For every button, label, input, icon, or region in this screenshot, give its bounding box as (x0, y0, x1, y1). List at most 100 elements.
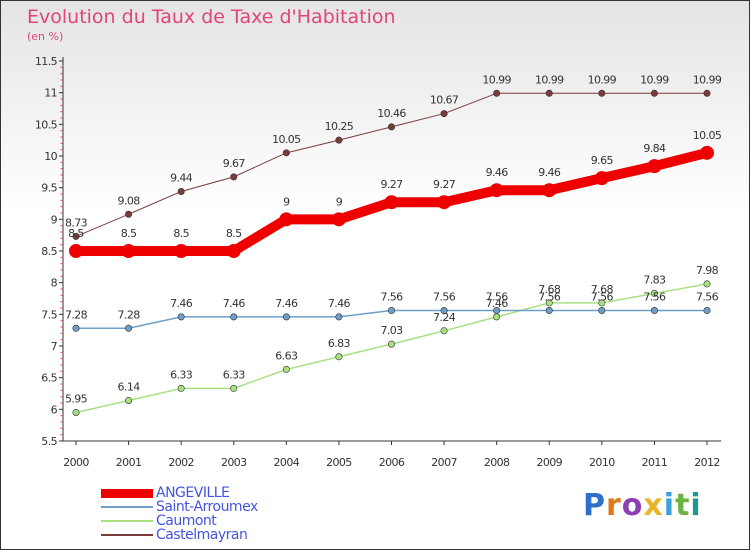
data-point (650, 289, 658, 297)
data-point (125, 210, 133, 218)
data-label: 7.24 (433, 311, 456, 324)
brand-letter: t (675, 488, 691, 523)
data-point (647, 159, 662, 174)
data-point (335, 136, 343, 144)
data-point (335, 313, 343, 321)
y-tick-label: 7 (51, 340, 58, 353)
data-point (177, 187, 185, 195)
legend-item: Caumont (101, 514, 258, 528)
x-tick-label: 2012 (694, 456, 720, 469)
legend-label: Saint-Arroumex (156, 499, 258, 515)
y-tick-label: 6 (51, 403, 58, 416)
legend: ANGEVILLE Saint-Arroumex Caumont Castelmayr… (101, 486, 258, 542)
brand-letter: o (621, 488, 644, 523)
data-label: 7.56 (538, 291, 561, 304)
data-label: 7.98 (696, 264, 719, 277)
x-tick-label: 2002 (168, 456, 194, 469)
data-point (331, 212, 346, 227)
data-label: 10.05 (693, 129, 722, 142)
x-tick-label: 2005 (326, 456, 352, 469)
data-point (230, 313, 238, 321)
data-label: 10.67 (430, 94, 459, 107)
data-label: 10.99 (640, 73, 669, 86)
x-tick-label: 2007 (431, 456, 457, 469)
x-tick-label: 2011 (642, 456, 668, 469)
y-tick-label: 9.5 (41, 182, 57, 195)
data-label: 9.46 (486, 166, 509, 179)
data-label: 7.56 (486, 291, 509, 304)
data-point (282, 365, 290, 373)
data-label: 6.83 (328, 337, 351, 350)
data-label: 8.5 (173, 227, 189, 240)
data-point (177, 384, 185, 392)
data-label: 7.56 (433, 291, 456, 304)
x-tick-label: 2004 (274, 456, 300, 469)
y-tick-label: 5.5 (41, 435, 57, 448)
data-point (282, 149, 290, 157)
data-label: 7.56 (380, 291, 403, 304)
data-point (703, 307, 711, 315)
data-point (72, 232, 80, 240)
data-point (545, 89, 553, 97)
data-label: 8.5 (68, 227, 84, 240)
data-label: 7.56 (643, 291, 666, 304)
data-point (700, 145, 714, 160)
legend-label: ANGEVILLE (156, 485, 230, 501)
data-point (72, 408, 80, 416)
data-label: 7.68 (591, 283, 614, 296)
data-point (384, 195, 399, 210)
brand-logo: Proxiti (583, 488, 702, 523)
data-label: 9.46 (538, 166, 561, 179)
data-point (125, 324, 133, 332)
data-label: 10.99 (693, 73, 722, 86)
legend-swatch (101, 488, 153, 498)
data-point (703, 280, 711, 288)
data-point (282, 313, 290, 321)
y-tick-label: 7.5 (41, 308, 57, 321)
x-tick-label: 2006 (379, 456, 405, 469)
data-point (594, 171, 609, 186)
x-tick-label: 2008 (484, 456, 510, 469)
y-tick-label: 8.5 (41, 245, 57, 258)
data-label: 6.33 (170, 368, 193, 381)
legend-label: Caumont (156, 513, 217, 529)
data-point (230, 384, 238, 392)
legend-swatch (101, 534, 153, 536)
data-label: 5.95 (65, 393, 88, 406)
data-point (125, 396, 133, 404)
data-point (387, 340, 395, 348)
data-label: 10.05 (272, 133, 301, 146)
chart-subtitle: (en %) (27, 30, 64, 43)
data-point (493, 313, 501, 321)
data-label: 9.27 (433, 178, 456, 191)
data-label: 7.46 (486, 297, 509, 310)
data-label: 7.56 (696, 291, 719, 304)
brand-letter: i (690, 488, 702, 523)
y-tick-label: 11.5 (35, 55, 58, 68)
data-label: 9.65 (591, 154, 614, 167)
data-point (440, 110, 448, 118)
data-label: 6.63 (275, 349, 298, 362)
brand-letter: x (643, 488, 664, 523)
data-point (387, 123, 395, 131)
data-point (545, 299, 553, 307)
data-label: 8.73 (65, 216, 88, 229)
chart-title: Evolution du Taux de Taxe d'Habitation (27, 6, 396, 28)
legend-item: Saint-Arroumex (101, 500, 258, 514)
data-point (230, 173, 238, 181)
data-point (703, 89, 711, 97)
data-point (387, 307, 395, 315)
brand-letter: i (663, 488, 676, 523)
data-label: 7.28 (65, 308, 88, 321)
data-point (174, 244, 189, 258)
data-label: 10.99 (535, 73, 564, 86)
data-label: 7.83 (643, 273, 666, 286)
legend-item: Castelmayran (101, 528, 258, 542)
data-point (598, 299, 606, 307)
data-label: 10.99 (588, 73, 617, 86)
y-tick-label: 9 (51, 213, 58, 226)
data-point (72, 324, 80, 332)
data-point (542, 183, 557, 198)
x-tick-label: 2010 (589, 456, 615, 469)
